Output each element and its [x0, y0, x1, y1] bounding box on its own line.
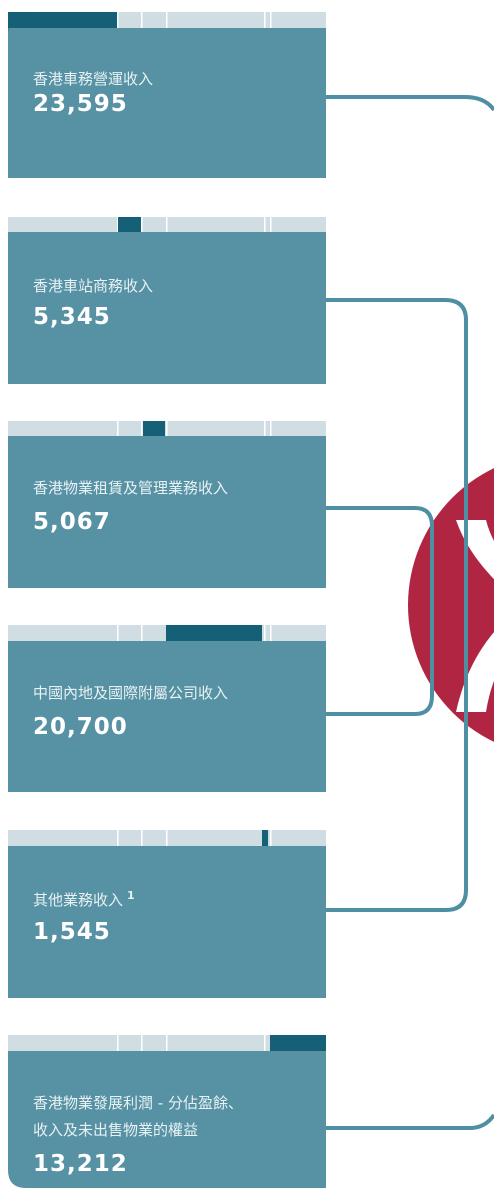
connector [326, 298, 468, 912]
strip-gap [270, 217, 272, 232]
card-label: 香港物業發展利潤 - 分佔盈餘、 [33, 1094, 243, 1112]
card-value: 1,545 [33, 919, 111, 945]
strip-gap [117, 1035, 119, 1051]
footnote-mark: 1 [127, 889, 135, 902]
strip-highlight [166, 625, 262, 641]
connector [326, 95, 494, 112]
card-label: 其他業務收入 1 [33, 889, 135, 909]
card [8, 846, 326, 998]
strip-highlight [118, 217, 141, 232]
card-label: 香港車站商務收入 [33, 277, 153, 295]
card [8, 232, 326, 384]
strip-gap [270, 830, 272, 846]
card [8, 641, 326, 792]
strip-gap [117, 217, 119, 232]
strip-gap [166, 217, 168, 232]
card-value: 5,345 [33, 304, 111, 330]
strip-highlight [270, 1035, 326, 1051]
strip-gap [141, 625, 143, 641]
strip-gap [141, 217, 143, 232]
strip-gap [141, 421, 143, 436]
strip-gap [117, 830, 119, 846]
strip-gap [117, 625, 119, 641]
logo-mark [456, 520, 494, 712]
card-label: 香港物業租賃及管理業務收入 [33, 479, 228, 497]
card [8, 436, 326, 588]
card-label: 中國內地及國際附屬公司收入 [33, 684, 228, 702]
strip-gap [166, 830, 168, 846]
strip-gap [264, 12, 266, 28]
strip-gap [117, 12, 119, 28]
card-value: 13,212 [33, 1151, 128, 1177]
strip-gap [270, 625, 272, 641]
strip-gap [141, 1035, 143, 1051]
card-value: 20,700 [33, 714, 128, 740]
strip-gap [270, 12, 272, 28]
strip-highlight [143, 421, 165, 436]
card [8, 28, 326, 178]
card-value: 5,067 [33, 509, 111, 535]
strip-gap [117, 421, 119, 436]
strip-gap [166, 12, 168, 28]
card-corner [8, 12, 38, 34]
strip-gap [264, 1035, 266, 1051]
strip-gap [141, 830, 143, 846]
cards: 香港車務營運收入 23,595 香港車站商務收入 5,345 香港物業租賃及管理業務收入… [8, 12, 326, 1188]
strip-gap [141, 12, 143, 28]
strip-gap [166, 421, 168, 436]
card-value: 23,595 [33, 91, 128, 117]
connector [326, 1113, 494, 1130]
connector [326, 506, 434, 716]
card-label: 香港車務營運收入 [33, 70, 153, 88]
strip-gap [270, 421, 272, 436]
card [8, 1051, 326, 1188]
strip-gap [264, 421, 266, 436]
card-label: 收入及未出售物業的權益 [33, 1121, 198, 1139]
strip-gap [264, 217, 266, 232]
strip-gap [166, 1035, 168, 1051]
strip-gap [264, 625, 266, 641]
strip-highlight [262, 830, 268, 846]
